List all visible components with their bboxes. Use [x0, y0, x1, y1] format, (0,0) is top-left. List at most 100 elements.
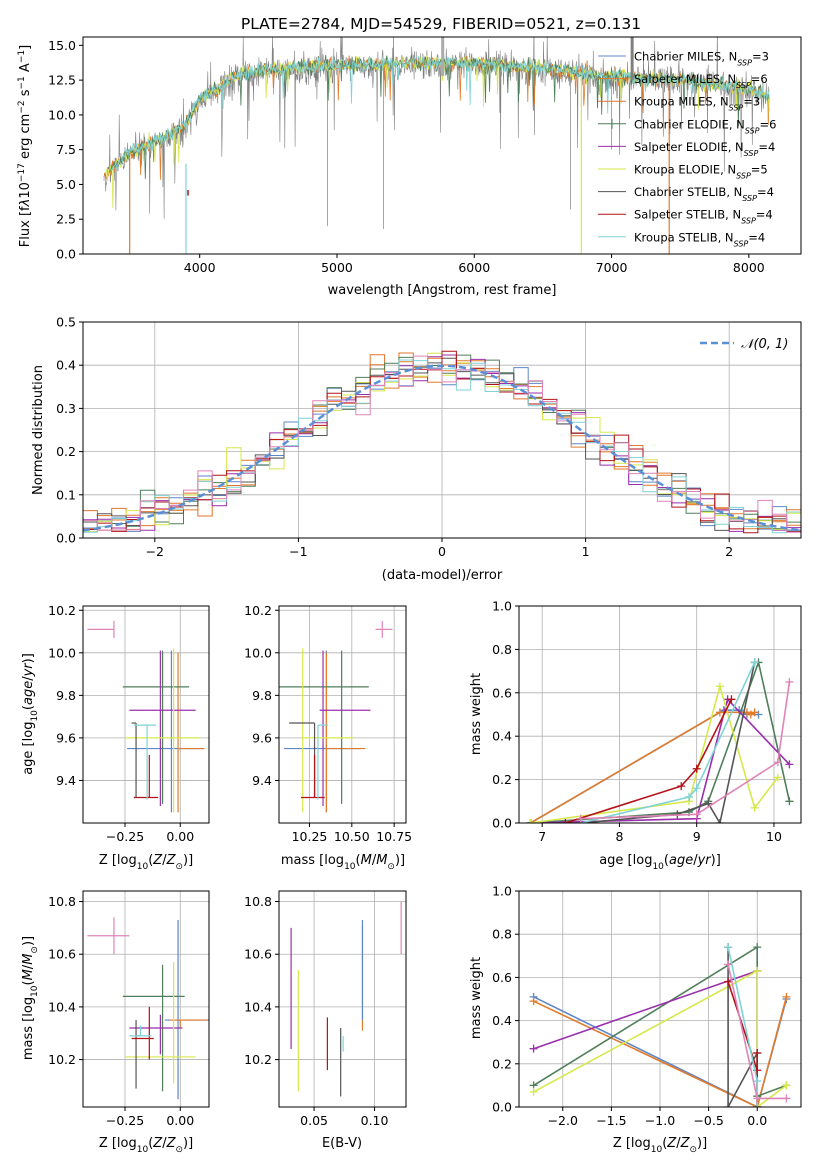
- mass-vs-metallicity-ticks: −0.25 0.00 10.2 10.4 10.6 10.8: [48, 894, 194, 1128]
- y-tick-label: 10.8: [48, 894, 76, 909]
- x-tick-label: 7: [538, 829, 546, 844]
- legend-subscript: SSP: [729, 103, 744, 112]
- y-tick-label: 5.0: [56, 177, 76, 192]
- series-marker: [753, 1094, 762, 1103]
- errorbar-point: [301, 754, 325, 799]
- legend-value: =6: [751, 72, 768, 86]
- residuals-xlabel: (data-model)/error: [382, 568, 503, 583]
- x-tick-label: 10.25: [292, 829, 328, 844]
- weight-vs-age-ylabel: mass weight: [469, 673, 484, 755]
- series-marker: [529, 1044, 538, 1053]
- legend-value: =4: [748, 230, 765, 244]
- x-tick-label: 8: [615, 829, 623, 844]
- age-vs-metallicity-ylabel: age [log10(age/yr)]: [21, 653, 40, 775]
- errorbar-point: [325, 652, 366, 813]
- weight-vs-metallicity-xlabel: Z [log10(Z/Z⊙)]: [613, 1136, 707, 1155]
- errorbar-points: [87, 620, 205, 813]
- y-tick-label: 9.6: [56, 730, 76, 745]
- x-tick-label: 0: [438, 544, 446, 559]
- series-marker: [782, 1094, 791, 1103]
- y-tick-label: 0.2: [492, 1056, 512, 1071]
- legend-subscript: SSP: [736, 81, 751, 90]
- series-marker: [753, 1077, 762, 1086]
- x-tick-label: 7000: [596, 260, 628, 275]
- errorbar-point: [129, 1025, 152, 1037]
- spectrum-traces: [103, 37, 770, 254]
- series-marker: [715, 682, 724, 691]
- spectrum-ticks: 4000 5000 6000 7000 8000 0.0 2.5 5.0 7.5 10.0 12.5…: [48, 38, 765, 275]
- x-tick-label: 10.75: [376, 829, 412, 844]
- legend-subscript: SSP: [745, 126, 760, 135]
- series-marker: [750, 658, 759, 667]
- series-marker: [529, 997, 538, 1006]
- weight-vs-age-xlabel: age [log10(age/yr)]: [599, 853, 721, 872]
- residuals-legend: 𝒩(0, 1): [700, 337, 788, 352]
- x-tick-label: −2: [146, 544, 164, 559]
- x-tick-label: 0.00: [166, 829, 194, 844]
- y-tick-label: 10.4: [48, 999, 76, 1014]
- legend-label: Kroupa STELIB, NSSP=4: [634, 230, 765, 248]
- weight-vs-metallicity-ticks: −2.0 −1.5 −1.0 −0.5 0.0 0.0 0.2 0.4 0.6 0.8 1.0: [492, 884, 767, 1129]
- age-vs-mass-xlabel: mass [log10(M/M⊙)]: [281, 853, 405, 872]
- series-marker: [692, 784, 701, 793]
- age-vs-mass-panel: 10.25 10.50 10.75 9.4 9.6 9.8 10.0 10.2 mass [l…: [244, 603, 412, 872]
- spectrum-panel: 4000 5000 6000 7000 8000 0.0 2.5 5.0 7.5 10.0 12.5…: [17, 36, 802, 298]
- weight-vs-age-ticks: 7 8 9 10 0.0 0.2 0.4 0.6 0.8 1.0: [492, 599, 782, 845]
- legend-label: Salpeter MILES, NSSP=6: [634, 72, 768, 90]
- legend-value: =5: [751, 163, 768, 177]
- series-marker: [526, 819, 535, 823]
- y-tick-label: 9.8: [56, 688, 76, 703]
- residuals-legend-label: 𝒩(0, 1): [741, 337, 788, 352]
- mass-vs-metallicity-xlabel: Z [log10(Z/Z⊙)]: [99, 1136, 193, 1155]
- errorbar-point: [164, 919, 209, 1100]
- x-tick-label: 4000: [184, 260, 216, 275]
- series-marker: [724, 977, 733, 986]
- mass-vs-metallicity-panel: −0.25 0.00 10.2 10.4 10.6 10.8 Z [log10(Z/Z⊙)…: [21, 890, 210, 1155]
- y-tick-label: 0.4: [492, 1013, 512, 1028]
- y-tick-label: 1.0: [492, 599, 512, 614]
- series-marker: [684, 792, 693, 801]
- age-vs-mass-ticks: 10.25 10.50 10.75 9.4 9.6 9.8 10.0 10.2: [244, 603, 412, 844]
- legend-subscript: SSP: [736, 171, 751, 180]
- y-tick-label: 0.8: [492, 642, 512, 657]
- errorbar-point: [131, 1006, 154, 1060]
- y-tick-label: 9.6: [252, 730, 272, 745]
- y-tick-label: 0.6: [492, 685, 512, 700]
- mass-vs-metallicity-ylabel: mass [log10(M/M⊙)]: [21, 936, 40, 1060]
- series-line: [530, 697, 790, 823]
- legend-value: =4: [756, 208, 773, 222]
- y-tick-label: 10.4: [244, 999, 272, 1014]
- y-tick-label: 0.6: [492, 970, 512, 985]
- age-vs-metallicity-ticks: −0.25 0.00 9.4 9.6 9.8 10.0 10.2: [48, 603, 194, 844]
- series-marker: [529, 1087, 538, 1096]
- series-marker: [724, 960, 733, 969]
- series-line: [580, 662, 756, 823]
- y-tick-label: 10.6: [244, 947, 272, 962]
- errorbar-point: [129, 1014, 183, 1055]
- residual-histogram-step: [83, 350, 801, 534]
- errorbar-point: [87, 620, 115, 638]
- errorbar-point: [133, 754, 159, 799]
- y-tick-label: 1.0: [492, 884, 512, 899]
- y-tick-label: 0.5: [56, 315, 76, 330]
- legend-subscript: SSP: [744, 148, 759, 157]
- errorbar-point: [177, 652, 205, 813]
- series-line: [727, 981, 758, 1107]
- y-tick-label: 10.2: [48, 1052, 76, 1067]
- series-marker: [727, 695, 736, 704]
- series-line: [565, 698, 733, 823]
- normal-distribution-curve: [83, 364, 801, 532]
- y-tick-label: 0.2: [492, 772, 512, 787]
- mass-vs-metallicity-plot-area: [83, 891, 209, 1107]
- x-tick-label: −0.25: [106, 1113, 144, 1128]
- y-tick-label: 9.4: [56, 773, 76, 788]
- spectrum-xlabel: wavelength [Angstrom, rest frame]: [328, 283, 557, 298]
- errorbar-point: [289, 722, 316, 798]
- errorbar-point: [129, 650, 196, 806]
- y-tick-label: 0.1: [56, 487, 76, 502]
- errorbar-point: [125, 648, 201, 813]
- y-tick-label: 9.8: [252, 688, 272, 703]
- x-tick-label: −0.25: [106, 829, 144, 844]
- legend-value: =4: [758, 140, 775, 154]
